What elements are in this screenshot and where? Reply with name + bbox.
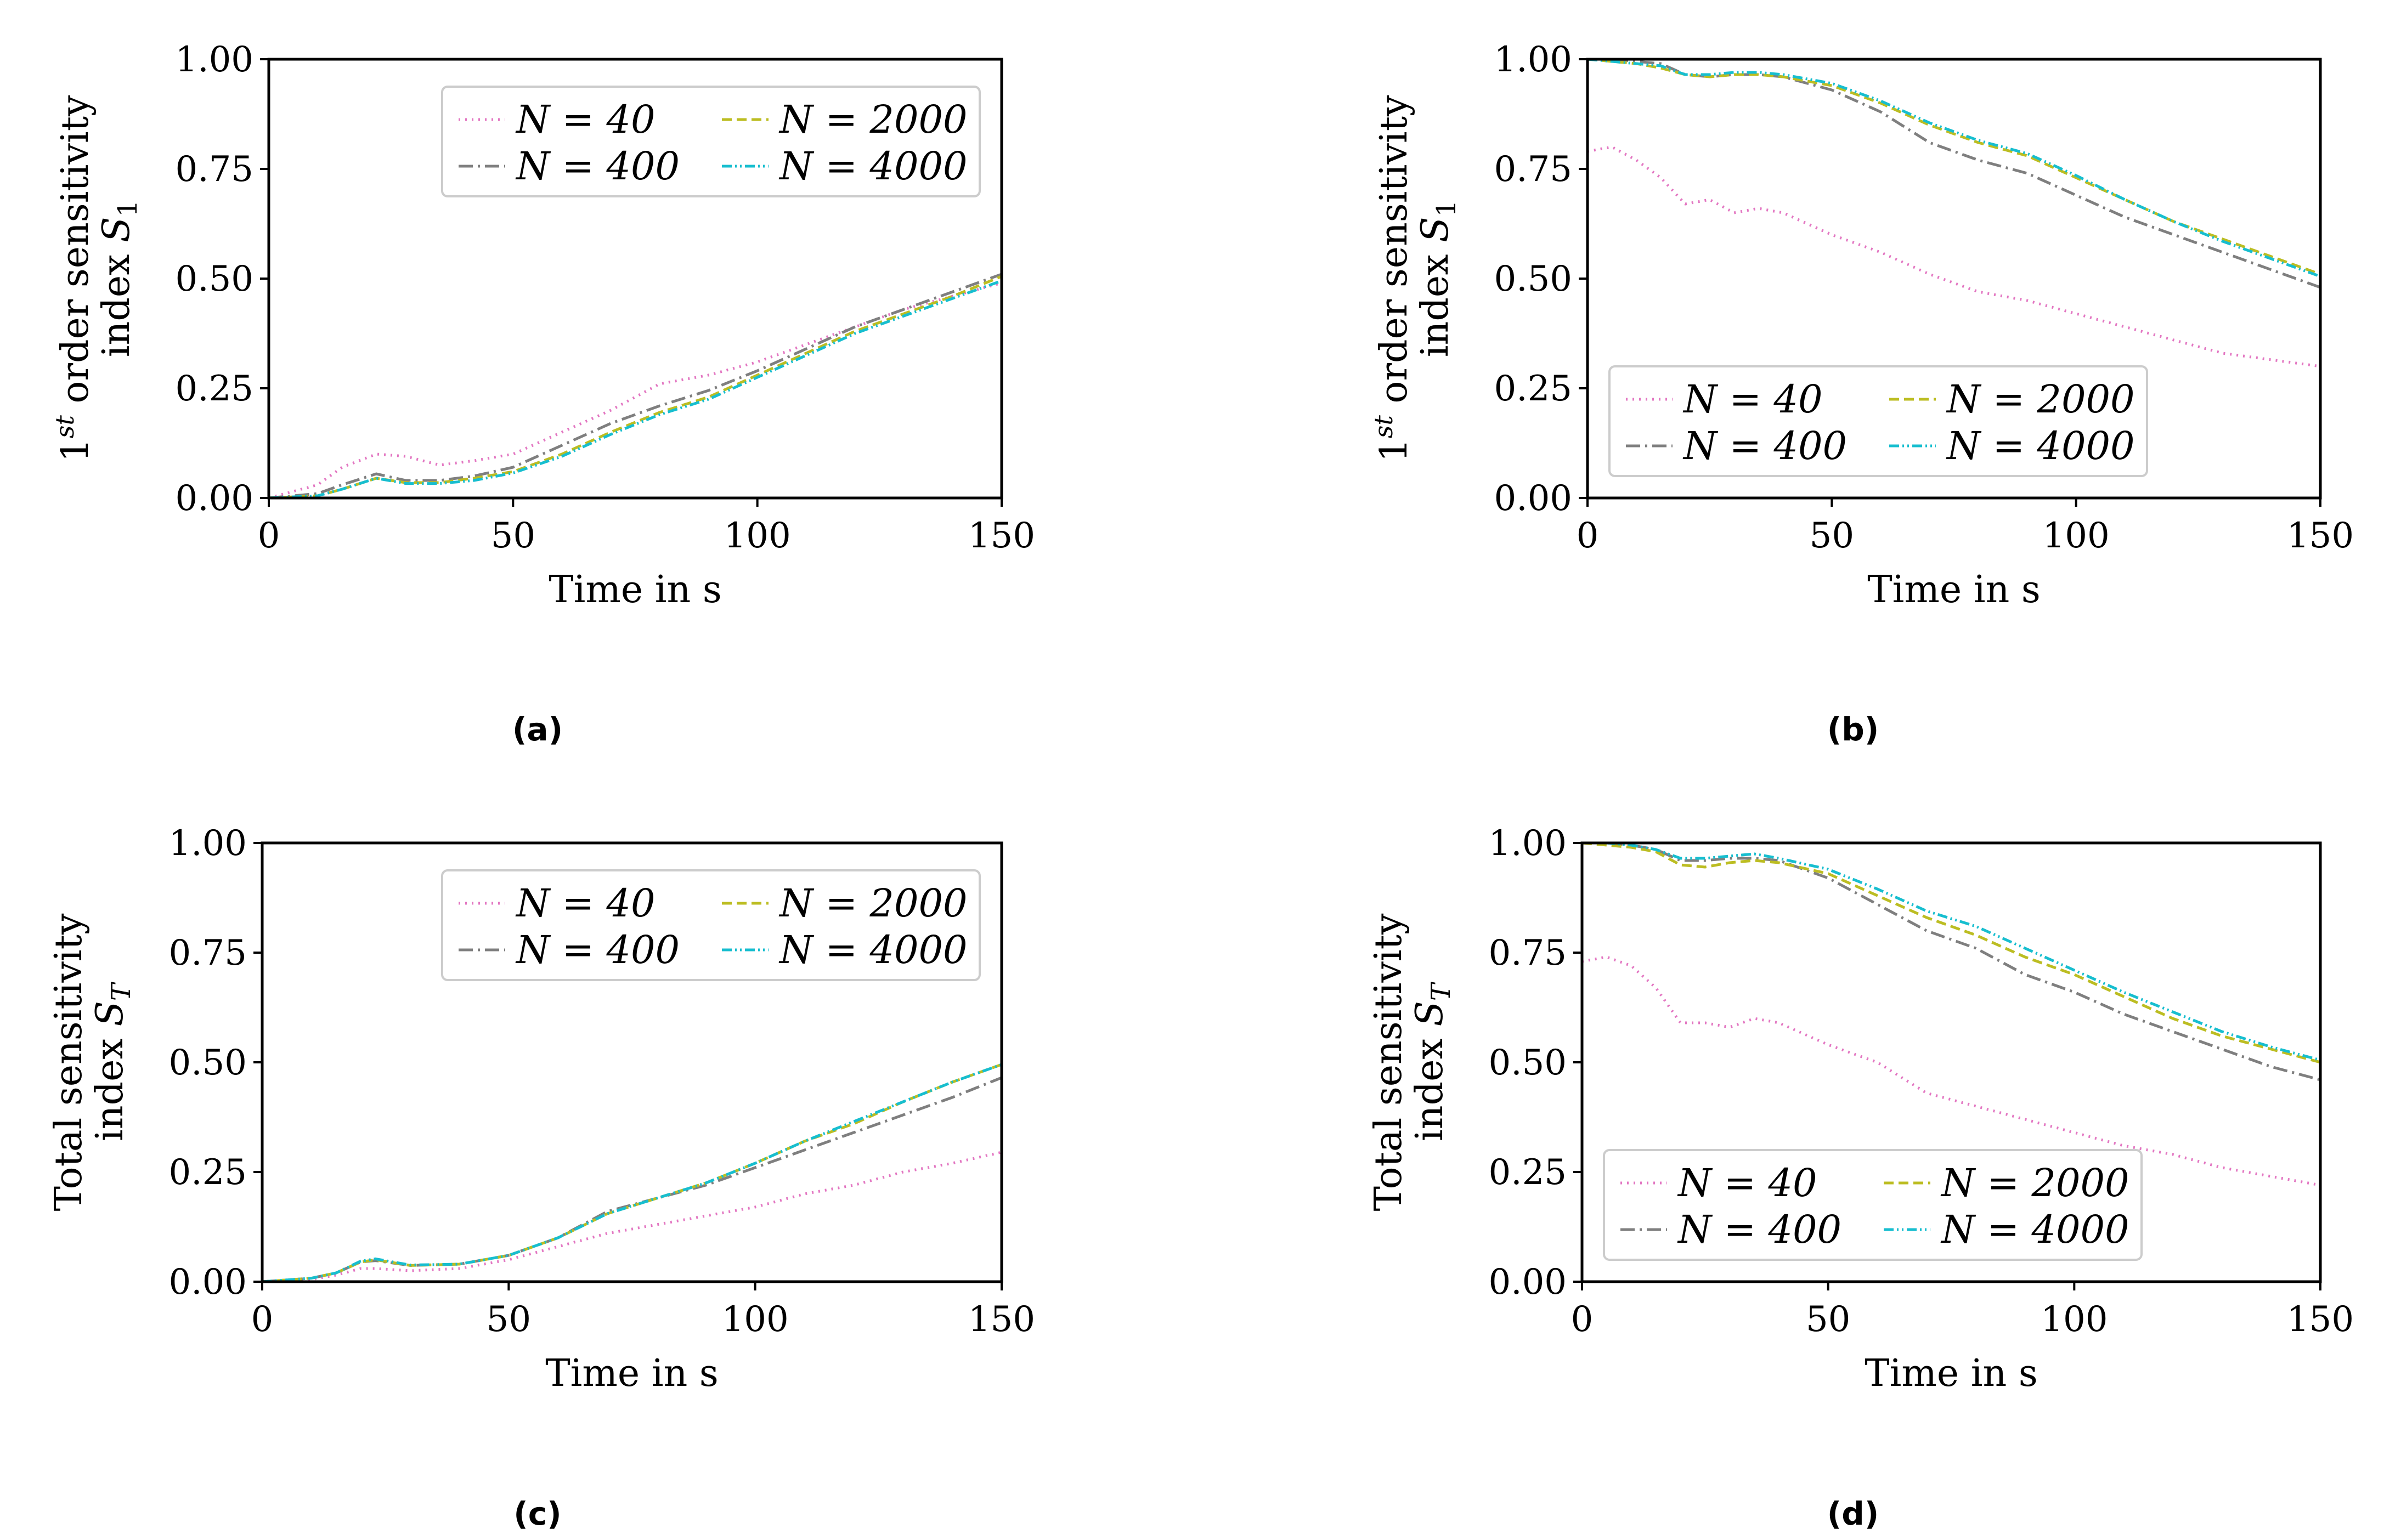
x-tick-label: 100 [2043, 516, 2110, 556]
y-tick-label: 0.50 [1489, 1043, 1567, 1083]
series-line-a-0 [269, 281, 1002, 498]
legend-label: N = 4000 [1940, 1207, 2129, 1252]
series-line-b-0 [1588, 145, 2320, 368]
x-tick-label: 100 [722, 1299, 789, 1340]
y-tick-label: 0.75 [1489, 933, 1567, 973]
series-line-c-2 [262, 1063, 1002, 1282]
y-axis-label-line1: 1st order sensitivity [50, 95, 97, 462]
series-line-b-2 [1588, 59, 2320, 276]
series-line-c-1 [262, 1076, 1002, 1282]
legend-label: N = 4000 [778, 144, 968, 189]
panel-caption: (a) [512, 711, 563, 748]
legend-frame [441, 869, 981, 981]
y-tick-label: 0.50 [169, 1043, 247, 1083]
y-tick-label: 0.25 [169, 1152, 247, 1193]
y-axis-label-line2: index S1 [1414, 200, 1462, 357]
x-tick-label: 150 [2287, 516, 2354, 556]
x-tick-label: 150 [968, 516, 1035, 556]
series-line-a-1 [269, 273, 1002, 498]
y-tick-label: 0.25 [1494, 369, 1573, 409]
x-tick-label: 50 [1806, 1299, 1850, 1340]
x-tick-label: 50 [1810, 516, 1854, 556]
y-tick-label: 0.00 [1489, 1262, 1567, 1303]
y-axis-label-line1: Total sensitivity [47, 913, 91, 1211]
legend-frame [1608, 365, 2148, 477]
y-tick-label: 1.00 [169, 823, 247, 864]
x-axis-label: Time in s [1867, 568, 2041, 612]
legend-frame [1603, 1149, 2143, 1261]
x-tick-label: 50 [491, 516, 535, 556]
legend-label: N = 40 [515, 881, 655, 926]
y-tick-label: 0.00 [1494, 478, 1573, 519]
series-line-d-2 [1582, 843, 2320, 1064]
chart-panel-a: 0 50 100 150 0.00 0.25 0.50 0.75 1.00 Time in s 1s… [50, 39, 1035, 612]
y-tick-label: 0.00 [169, 1262, 247, 1303]
x-tick-label: 150 [968, 1299, 1035, 1340]
y-tick-label: 0.00 [176, 478, 254, 519]
y-axis-label-line2: index S1 [95, 200, 143, 357]
legend-frame [441, 86, 981, 197]
y-tick-label: 1.00 [1494, 39, 1573, 80]
x-axis-label: Time in s [1865, 1352, 2038, 1395]
y-tick-label: 0.25 [1489, 1152, 1567, 1193]
series-line-d-3 [1582, 843, 2320, 1062]
chart-panel-d: 0 50 100 150 0.00 0.25 0.50 0.75 1.00 Time in s To… [1367, 823, 2354, 1395]
legend-label: N = 4000 [778, 927, 968, 972]
panel-caption: (c) [513, 1495, 561, 1532]
y-tick-label: 1.00 [1489, 823, 1567, 864]
legend-label: N = 400 [515, 144, 680, 189]
y-tick-label: 0.75 [176, 149, 254, 190]
x-tick-label: 0 [258, 516, 280, 556]
legend-label: N = 40 [1682, 377, 1822, 422]
y-tick-label: 0.50 [1494, 259, 1573, 299]
legend-label: N = 400 [515, 927, 680, 972]
y-tick-label: 1.00 [176, 39, 254, 80]
legend-label: N = 2000 [1940, 1160, 2129, 1205]
y-tick-label: 0.25 [176, 369, 254, 409]
y-tick-label: 0.75 [169, 933, 247, 973]
legend-label: N = 2000 [1946, 377, 2135, 422]
x-tick-label: 150 [2287, 1299, 2354, 1340]
x-tick-label: 0 [1577, 516, 1599, 556]
panel-caption: (b) [1827, 711, 1879, 748]
x-axis-label: Time in s [545, 1352, 719, 1395]
x-axis-label: Time in s [549, 568, 722, 612]
series-line-b-3 [1588, 59, 2320, 278]
legend-label: N = 4000 [1946, 423, 2135, 468]
series-line-d-1 [1582, 843, 2320, 1082]
y-axis-label-line2: index ST [88, 982, 137, 1141]
legend-label: N = 400 [1682, 423, 1847, 468]
x-tick-label: 100 [2041, 1299, 2108, 1340]
y-tick-label: 0.50 [176, 259, 254, 299]
panel-caption: (d) [1827, 1495, 1879, 1532]
series-line-a-2 [269, 275, 1002, 498]
legend-label: N = 2000 [778, 881, 968, 926]
chart-panel-b: 0 50 100 150 0.00 0.25 0.50 0.75 1.00 Time in s 1s… [1369, 39, 2354, 612]
y-tick-label: 0.75 [1494, 149, 1573, 190]
x-tick-label: 0 [1571, 1299, 1594, 1340]
chart-panel-c: 0 50 100 150 0.00 0.25 0.50 0.75 1.00 Time in s To… [47, 823, 1035, 1395]
y-axis-label-line1: 1st order sensitivity [1369, 95, 1416, 462]
legend-label: N = 2000 [778, 97, 968, 142]
y-axis-label-line2: index ST [1408, 982, 1456, 1141]
legend-label: N = 40 [515, 97, 655, 142]
y-axis-label-line1: Total sensitivity [1367, 913, 1410, 1211]
legend-label: N = 40 [1677, 1160, 1817, 1205]
series-line-c-0 [262, 1151, 1002, 1282]
series-line-c-3 [262, 1063, 1002, 1282]
x-tick-label: 100 [724, 516, 791, 556]
series-line-a-3 [269, 279, 1002, 498]
x-tick-label: 0 [251, 1299, 274, 1340]
series-line-b-1 [1588, 59, 2320, 289]
x-tick-label: 50 [487, 1299, 531, 1340]
legend-label: N = 400 [1677, 1207, 1841, 1252]
